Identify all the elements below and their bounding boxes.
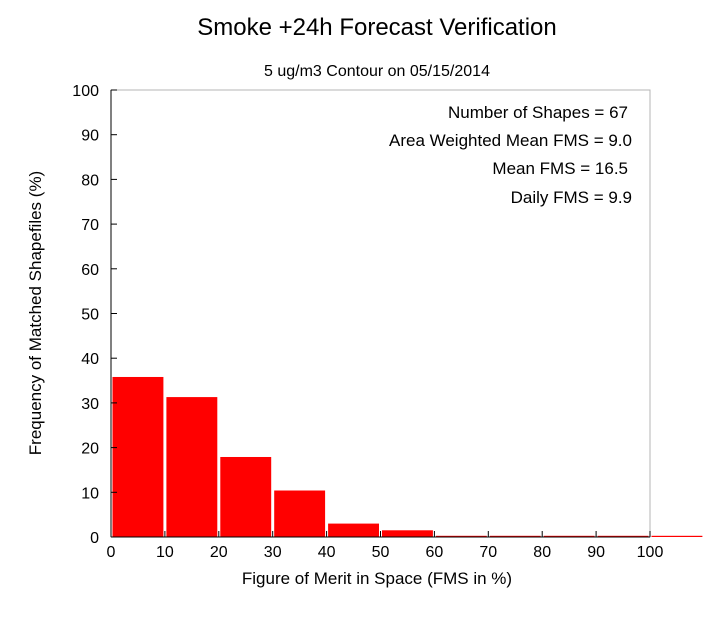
y-tick-label: 70 xyxy=(81,217,99,234)
y-tick-label: 100 xyxy=(72,83,99,100)
histogram-bar-2 xyxy=(220,456,272,537)
stat-annotation-2: Mean FMS = 16.5 xyxy=(492,159,628,178)
chart-title: Smoke +24h Forecast Verification xyxy=(197,14,557,41)
y-tick-label: 60 xyxy=(81,262,99,279)
y-tick-label: 80 xyxy=(81,172,99,189)
histogram-bar-1 xyxy=(166,397,218,537)
y-axis-ticks: 0 10 20 30 40 50 60 70 80 90 100 xyxy=(72,83,117,547)
stat-annotation-1: Area Weighted Mean FMS = 9.0 xyxy=(389,131,632,150)
x-tick-label: 50 xyxy=(372,544,390,561)
x-tick-label: 10 xyxy=(156,544,174,561)
y-tick-label: 10 xyxy=(81,485,99,502)
x-tick-label: 20 xyxy=(210,544,228,561)
histogram-bar-10 xyxy=(651,535,703,537)
x-tick-label: 40 xyxy=(318,544,336,561)
y-tick-label: 0 xyxy=(90,530,99,547)
x-tick-label: 60 xyxy=(426,544,444,561)
stat-annotation-3: Daily FMS = 9.9 xyxy=(511,188,632,207)
histogram-bar-7 xyxy=(489,535,541,537)
histogram-bar-9 xyxy=(597,535,649,537)
histogram-bar-5 xyxy=(382,530,433,537)
histogram-bar-3 xyxy=(274,490,326,537)
x-axis-label: Figure of Merit in Space (FMS in %) xyxy=(242,569,512,588)
y-tick-label: 20 xyxy=(81,441,99,458)
y-tick-label: 50 xyxy=(81,307,99,324)
y-axis-label: Frequency of Matched Shapefiles (%) xyxy=(26,171,45,455)
x-tick-label: 70 xyxy=(479,544,497,561)
x-tick-label: 80 xyxy=(533,544,551,561)
y-tick-label: 30 xyxy=(81,396,99,413)
histogram-bar-4 xyxy=(328,523,379,537)
histogram-bar-6 xyxy=(435,535,487,537)
stats-annotations: Number of Shapes = 67 Area Weighted Mean … xyxy=(389,103,632,207)
y-tick-label: 40 xyxy=(81,351,99,368)
stat-annotation-0: Number of Shapes = 67 xyxy=(448,103,628,122)
histogram-bar-0 xyxy=(112,376,164,537)
x-tick-label: 90 xyxy=(587,544,605,561)
x-tick-label: 100 xyxy=(637,544,664,561)
histogram-bar-8 xyxy=(543,535,595,537)
x-tick-label: 0 xyxy=(107,544,116,561)
chart-subtitle: 5 ug/m3 Contour on 05/15/2014 xyxy=(264,63,490,80)
x-tick-label: 30 xyxy=(264,544,282,561)
bars-group xyxy=(112,376,703,537)
y-tick-label: 90 xyxy=(81,128,99,145)
x-axis-ticks: 0 10 20 30 40 50 60 70 80 90 100 xyxy=(107,531,664,561)
